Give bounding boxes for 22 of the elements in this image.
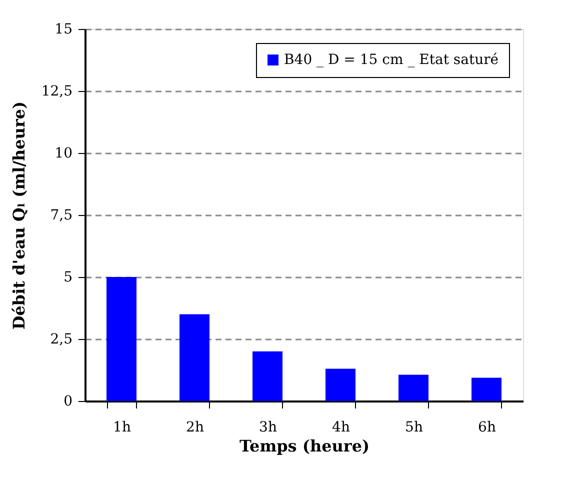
y-tick-label: 7,5	[50, 208, 72, 224]
x-tick-label: 1h	[113, 420, 131, 436]
x-axis-title: Temps (heure)	[239, 436, 370, 456]
y-tick-label: 10	[54, 146, 72, 162]
bar	[326, 368, 356, 401]
y-tick-label: 0	[64, 394, 72, 410]
bar	[180, 314, 210, 401]
bar	[398, 374, 428, 401]
y-axis-title: Débit d'eau Qₗ (ml/heure)	[9, 101, 28, 330]
y-tick-label: 15	[54, 22, 72, 38]
x-tick-label: 6h	[478, 420, 496, 436]
y-tick-label: 5	[64, 270, 72, 286]
y-tick-label: 12,5	[41, 84, 72, 100]
bar	[106, 277, 136, 401]
x-tick-label: 4h	[332, 420, 350, 436]
legend-label: B40 _ D = 15 cm _ Etat saturé	[284, 52, 499, 68]
bar	[252, 351, 282, 401]
x-tick-label: 2h	[186, 420, 204, 436]
y-tick-label: 2,5	[50, 332, 72, 348]
x-tick-label: 3h	[259, 420, 277, 436]
bar	[472, 378, 502, 401]
x-tick-label: 5h	[405, 420, 423, 436]
